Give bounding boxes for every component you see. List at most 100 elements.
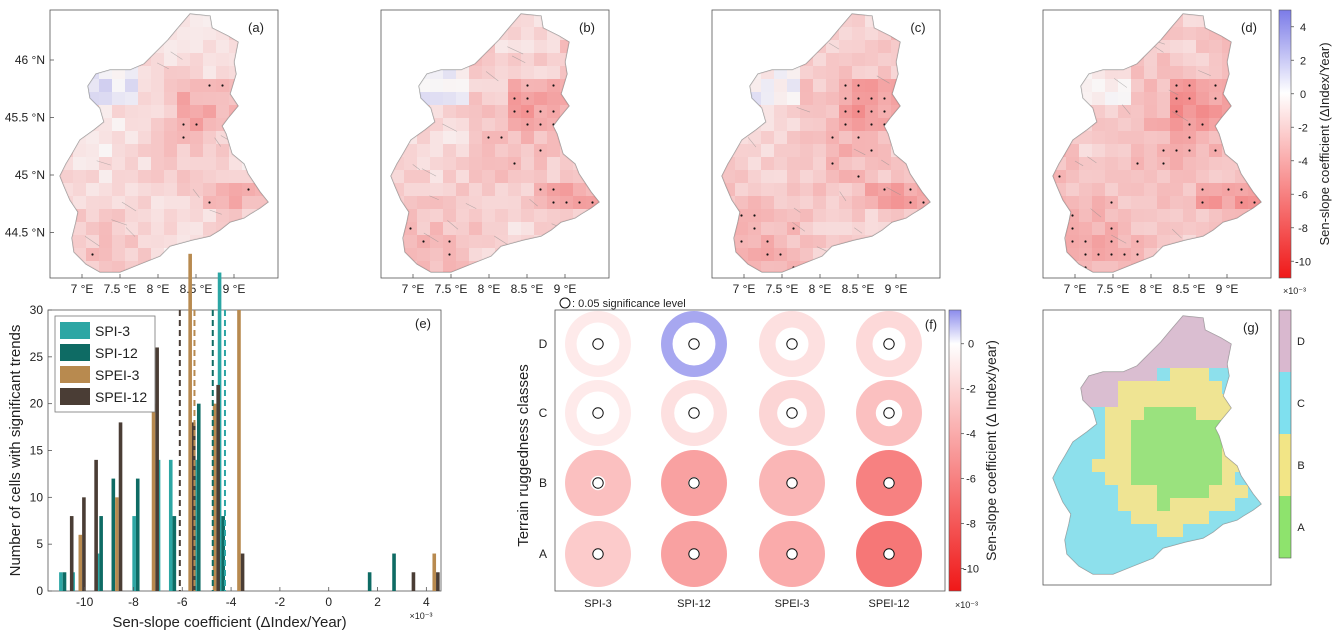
grid-cell	[112, 209, 125, 222]
relief-texture	[96, 160, 111, 166]
legend-label: SPI-12	[95, 345, 138, 361]
grid-cell	[469, 170, 482, 183]
map-panel-d: (d) 7 °E 7.5 °E 8 °E 8.5 °E 9 °E	[1042, 9, 1272, 296]
grid-cell	[1170, 183, 1183, 196]
terrain-cell	[1092, 498, 1105, 511]
significance-dot	[1240, 188, 1243, 191]
grid-cell	[852, 14, 865, 27]
grid-cell	[469, 105, 482, 118]
colorbar-tick-label: 2	[1300, 55, 1306, 67]
grid-cell	[534, 40, 547, 53]
grid-cell	[774, 261, 787, 272]
grid-cell	[125, 222, 138, 235]
grid-cell	[852, 157, 865, 170]
x-tick-label: 4	[423, 595, 430, 609]
relief-texture	[529, 198, 538, 207]
class-label: A	[1297, 522, 1305, 534]
grid-cell	[1131, 118, 1144, 131]
grid-cell	[99, 170, 112, 183]
terrain-cell	[1092, 563, 1105, 574]
colorbar-tick-label: -10	[963, 564, 979, 576]
grid-cell	[443, 222, 456, 235]
grid-cell	[86, 209, 99, 222]
terrain-cell	[1157, 420, 1170, 433]
grid-cell	[774, 131, 787, 144]
grid-cell	[1183, 40, 1196, 53]
grid-cell	[1079, 170, 1092, 183]
grid-cell	[748, 144, 761, 157]
grid-cell	[1131, 170, 1144, 183]
terrain-cell	[1066, 524, 1079, 537]
terrain-cell	[1066, 459, 1079, 472]
terrain-cell	[1118, 381, 1131, 394]
grid-cell	[138, 248, 151, 261]
grid-cell	[1209, 105, 1222, 118]
grid-cell	[73, 157, 86, 170]
grid-cell	[826, 170, 839, 183]
terrain-cell	[1144, 355, 1157, 368]
grid-cell	[443, 261, 456, 272]
grid-cell	[203, 53, 216, 66]
terrain-cell	[1092, 433, 1105, 446]
grid-cell	[430, 157, 443, 170]
grid-cell	[1079, 222, 1092, 235]
grid-cell	[216, 53, 229, 66]
grid-cell	[774, 118, 787, 131]
terrain-cell	[1170, 498, 1183, 511]
grid-cell	[1196, 40, 1209, 53]
relief-texture	[1074, 160, 1084, 167]
grid-cell	[800, 144, 813, 157]
grid-cell	[1157, 53, 1170, 66]
significance-dot	[578, 201, 581, 204]
grid-cell	[1196, 209, 1209, 222]
terrain-cell	[1170, 368, 1183, 381]
grid-cell	[1105, 170, 1118, 183]
grid-cell	[1157, 222, 1170, 235]
significance-dot	[1175, 97, 1178, 100]
terrain-cell	[1170, 446, 1183, 459]
terrain-cell	[1170, 511, 1183, 524]
significance-dot	[208, 201, 211, 204]
grid-cell	[216, 144, 229, 157]
grid-cell	[495, 40, 508, 53]
terrain-cell	[1131, 433, 1144, 446]
terrain-cell	[1118, 537, 1131, 550]
grid-cell	[508, 118, 521, 131]
grid-cell	[177, 209, 190, 222]
grid-cell	[761, 183, 774, 196]
relief-texture	[192, 188, 200, 198]
grid-cell	[164, 118, 177, 131]
grid-cell	[1170, 66, 1183, 79]
grid-cell	[774, 79, 787, 92]
significance-dot	[1214, 97, 1217, 100]
grid-cell	[787, 118, 800, 131]
grid-cell	[1144, 79, 1157, 92]
grid-cell	[560, 209, 573, 222]
grid-cell	[521, 196, 534, 209]
grid-cell	[508, 53, 521, 66]
significance-circle	[786, 338, 798, 350]
grid-cell	[404, 170, 417, 183]
grid-cell	[878, 79, 891, 92]
grid-cell	[125, 92, 138, 105]
ring-hole	[883, 548, 895, 560]
significance-circle	[688, 548, 700, 560]
grid-cell	[177, 40, 190, 53]
grid-cell	[456, 131, 469, 144]
lon-tick-label: 7 °E	[1064, 282, 1087, 296]
significance-legend-text: : 0.05 significance level	[572, 298, 686, 310]
grid-cell	[1157, 196, 1170, 209]
lat-tick-label: 45.5 °N	[5, 111, 45, 125]
terrain-cell	[1157, 511, 1170, 524]
grid-cell	[878, 40, 891, 53]
terrain-cell	[1079, 459, 1092, 472]
grid-cell	[417, 144, 430, 157]
grid-cell	[430, 144, 443, 157]
relief-texture	[793, 207, 801, 213]
grid-cell	[177, 222, 190, 235]
significance-dot	[766, 253, 769, 256]
terrain-cell	[1105, 537, 1118, 550]
grid-cell	[99, 92, 112, 105]
relief-texture	[125, 227, 136, 237]
class-colorbar-frame	[1278, 309, 1292, 559]
